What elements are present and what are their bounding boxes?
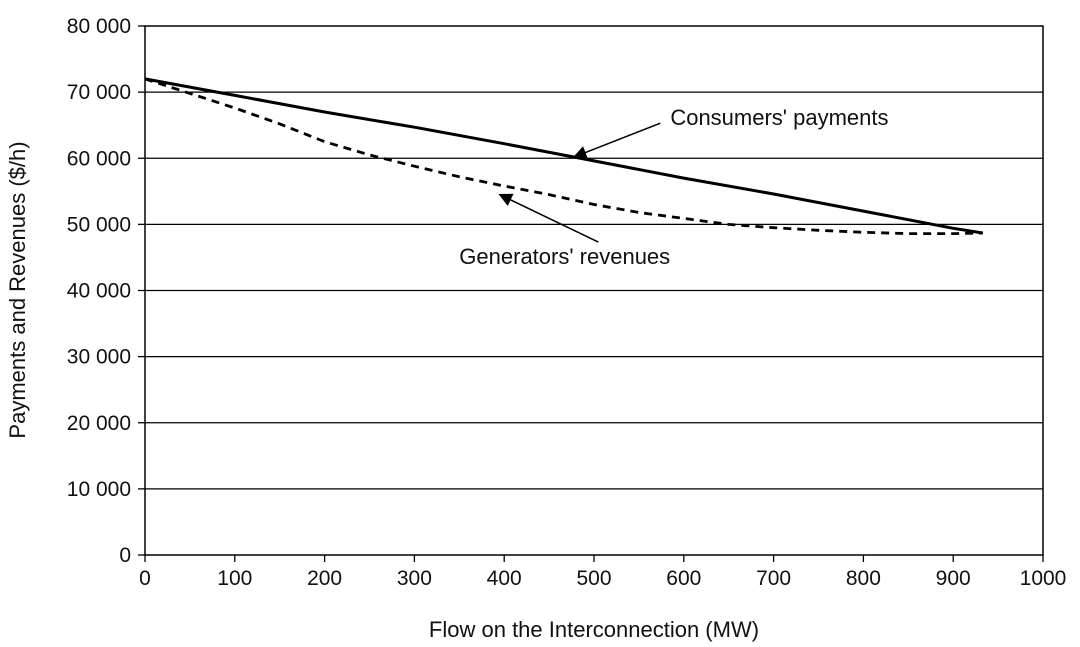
x-tick-label: 700 — [756, 567, 791, 590]
series-line-1 — [144, 77, 983, 236]
y-tick-label: 40 000 — [67, 280, 131, 303]
x-tick-label: 500 — [576, 567, 611, 590]
y-tick-label: 20 000 — [67, 412, 131, 435]
y-tick-label: 70 000 — [67, 81, 131, 104]
x-tick-label: 900 — [936, 567, 971, 590]
series-line-0 — [144, 77, 984, 235]
annotations: Consumers' payments Generators' revenues — [459, 105, 888, 269]
annotation-label-1: Generators' revenues — [459, 244, 670, 269]
y-tick-label: 60 000 — [67, 147, 131, 170]
x-axis-label: Flow on the Interconnection (MW) — [429, 617, 759, 642]
gridlines — [145, 91, 1043, 490]
axis-ticks: 0 10 000 20 000 30 000 40 000 50 000 60 000 70 … — [67, 15, 1067, 590]
y-tick-label: 10 000 — [67, 478, 131, 501]
annotation-arrow-1 — [498, 193, 599, 243]
y-tick-label: 80 000 — [67, 15, 131, 38]
x-tick-label: 600 — [666, 567, 701, 590]
x-tick-label: 300 — [397, 567, 432, 590]
annotation-label-0: Consumers' payments — [670, 105, 888, 130]
series-lines — [144, 77, 984, 236]
x-tick-label: 800 — [846, 567, 881, 590]
y-axis-label: Payments and Revenues ($/h) — [5, 141, 30, 438]
x-tick-label: 1000 — [1020, 567, 1067, 590]
x-tick-label: 200 — [307, 567, 342, 590]
annotation-arrow-0 — [572, 122, 661, 159]
y-tick-label: 30 000 — [67, 346, 131, 369]
x-tick-label: 100 — [217, 567, 252, 590]
y-tick-label: 0 — [119, 544, 131, 567]
x-tick-label: 400 — [487, 567, 522, 590]
x-tick-label: 0 — [139, 567, 151, 590]
y-tick-label: 50 000 — [67, 213, 131, 236]
